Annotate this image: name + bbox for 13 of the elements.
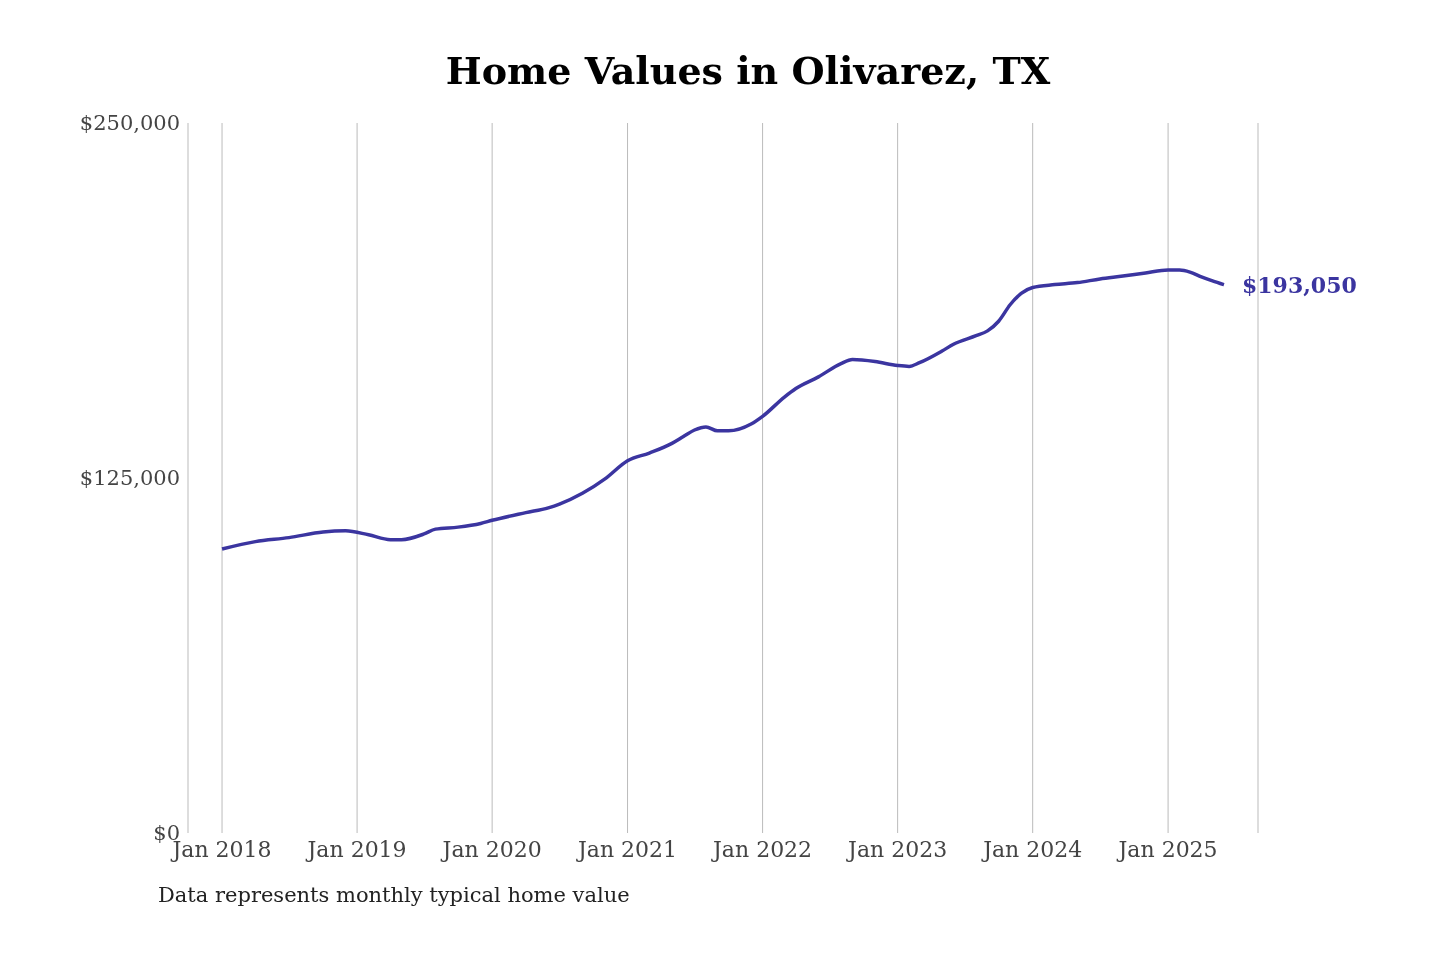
x-tick-label: Jan 2024 <box>981 836 1083 862</box>
x-tick-label: Jan 2020 <box>440 836 542 862</box>
x-tick-label: Jan 2022 <box>711 836 813 862</box>
text: Data represents monthly typical home value <box>158 883 631 907</box>
x-tick-label: Jan 2023 <box>846 836 948 862</box>
x-tick-label: Jan 2021 <box>576 836 678 862</box>
annotation: $193,050 <box>1241 271 1357 298</box>
y-tick-label: $250,000 <box>79 111 180 136</box>
chart-title: Home Values in Olivarez, TX <box>444 47 1052 93</box>
x-tick-label: Jan 2025 <box>1116 836 1218 862</box>
y-tick-label: $125,000 <box>79 466 180 491</box>
x-tick-label: Jan 2019 <box>305 836 407 862</box>
line-series <box>220 268 1226 551</box>
